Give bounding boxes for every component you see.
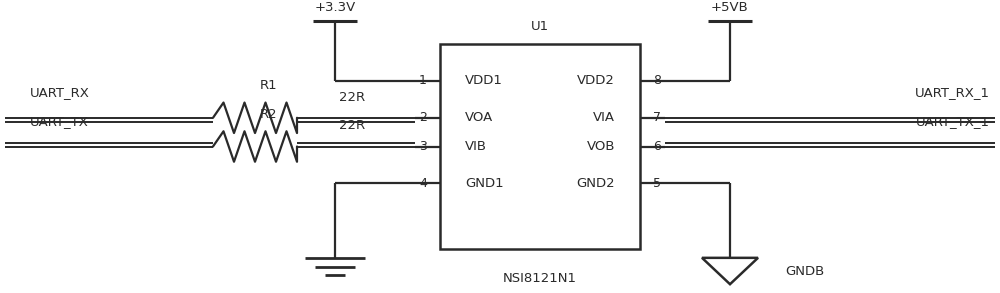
Text: VOB: VOB (586, 140, 615, 153)
Text: GND1: GND1 (465, 177, 504, 190)
Text: 8: 8 (653, 74, 661, 87)
Text: UART_RX: UART_RX (30, 86, 90, 99)
Text: 3: 3 (419, 140, 427, 153)
Text: VOA: VOA (465, 111, 493, 124)
Text: UART_RX_1: UART_RX_1 (915, 86, 990, 99)
Text: VDD2: VDD2 (577, 74, 615, 87)
Text: 2: 2 (419, 111, 427, 124)
Text: R1: R1 (260, 79, 278, 92)
Text: 6: 6 (653, 140, 661, 153)
Text: +5VB: +5VB (711, 1, 749, 14)
Text: VDD1: VDD1 (465, 74, 503, 87)
Text: VIA: VIA (593, 111, 615, 124)
Text: 4: 4 (419, 177, 427, 190)
Text: 22R: 22R (339, 91, 365, 104)
Text: UART_TX_1: UART_TX_1 (916, 115, 990, 128)
Text: 1: 1 (419, 74, 427, 87)
Text: GNDB: GNDB (785, 265, 824, 277)
Text: VIB: VIB (465, 140, 487, 153)
Text: NSI8121N1: NSI8121N1 (503, 272, 577, 285)
Text: GND2: GND2 (576, 177, 615, 190)
Text: +3.3V: +3.3V (314, 1, 356, 14)
Text: 7: 7 (653, 111, 661, 124)
Text: R2: R2 (260, 108, 278, 121)
Text: U1: U1 (531, 20, 549, 33)
Text: UART_TX: UART_TX (30, 115, 89, 128)
Bar (440, 44, 640, 249)
Text: 5: 5 (653, 177, 661, 190)
Text: 22R: 22R (339, 120, 365, 132)
